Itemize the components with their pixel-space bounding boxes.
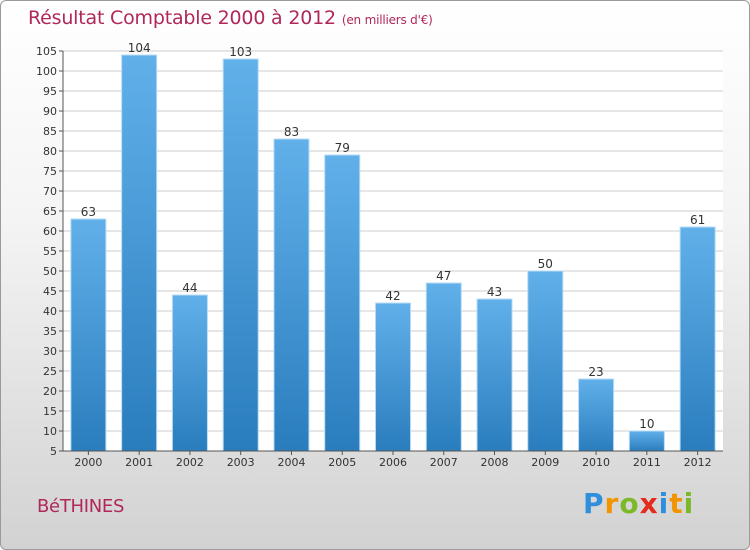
x-tick-label-2007: 2007 — [430, 456, 458, 469]
bar-2006 — [374, 302, 412, 452]
y-tick-label: 50 — [43, 265, 57, 278]
data-label-2012: 61 — [690, 213, 705, 227]
y-tick-label: 45 — [43, 285, 57, 298]
data-label-2002: 44 — [182, 281, 197, 295]
bar-2004 — [273, 138, 310, 452]
commune-name: BéTHINES — [37, 496, 125, 517]
y-tick-label: 105 — [36, 45, 57, 58]
data-label-2001: 104 — [128, 41, 151, 55]
chart-title-text: Résultat Comptable 2000 à 2012 — [28, 7, 336, 29]
bar-2009 — [527, 270, 564, 452]
data-label-2011: 10 — [639, 417, 654, 431]
x-tick-label-2009: 2009 — [531, 456, 559, 469]
x-tick-label-2001: 2001 — [125, 456, 153, 469]
y-tick-label: 30 — [43, 345, 57, 358]
y-tick-label: 25 — [43, 365, 57, 378]
bar-2002 — [171, 294, 208, 452]
x-tick-label-2000: 2000 — [74, 456, 102, 469]
logo-letter: x — [639, 487, 659, 520]
chart-subtitle: (en milliers d'€) — [341, 13, 433, 27]
logo-letter: o — [619, 487, 640, 520]
x-tick-label-2005: 2005 — [328, 456, 356, 469]
y-axis-ticks: 5 10 15 20 25 30 35 40 45 50 55 60 65 70 75 80 85 90 95 100… — [36, 45, 63, 458]
bar-2008 — [476, 298, 513, 452]
y-tick-label: 85 — [43, 125, 57, 138]
data-label-2005: 79 — [335, 141, 350, 155]
y-tick-label: 100 — [36, 65, 57, 78]
bars — [70, 54, 716, 452]
logo-letter: i — [658, 487, 670, 520]
data-labels: 63 104 44 103 83 79 42 47 43 50 23 10 61 — [81, 41, 706, 431]
y-tick-label: 20 — [43, 385, 57, 398]
y-tick-label: 40 — [43, 305, 57, 318]
bar-2005 — [324, 154, 361, 452]
x-axis-ticks: 2000 2001 2002 2003 2004 2005 2006 2007 2008 2009… — [74, 451, 712, 469]
logo-letter: P — [583, 487, 605, 520]
x-tick-label-2010: 2010 — [582, 456, 610, 469]
y-tick-label: 55 — [43, 245, 57, 258]
x-tick-label-2004: 2004 — [277, 456, 305, 469]
data-label-2003: 103 — [229, 45, 252, 59]
y-tick-label: 15 — [43, 405, 57, 418]
y-tick-label: 80 — [43, 145, 57, 158]
y-tick-label: 90 — [43, 105, 57, 118]
bar-2000 — [70, 218, 107, 452]
bar-2012 — [679, 226, 716, 452]
y-tick-label: 35 — [43, 325, 57, 338]
x-tick-label-2008: 2008 — [481, 456, 509, 469]
y-tick-label: 10 — [43, 425, 57, 438]
data-label-2009: 50 — [538, 257, 553, 271]
x-tick-label-2002: 2002 — [176, 456, 204, 469]
x-tick-label-2006: 2006 — [379, 456, 407, 469]
chart-title: Résultat Comptable 2000 à 2012 (en millie… — [28, 7, 433, 29]
logo-letter: i — [683, 487, 695, 520]
x-tick-label-2011: 2011 — [633, 456, 661, 469]
y-tick-label: 60 — [43, 225, 57, 238]
y-tick-label: 95 — [43, 85, 57, 98]
proxiti-logo: Proxiti — [583, 487, 694, 520]
data-label-2004: 83 — [284, 125, 299, 139]
data-label-2010: 23 — [588, 365, 603, 379]
y-tick-label: 75 — [43, 165, 57, 178]
logo-letter: r — [604, 487, 620, 520]
bar-2007 — [425, 282, 462, 452]
bar-2010 — [578, 378, 615, 452]
data-label-2006: 42 — [385, 289, 400, 303]
y-tick-label: 5 — [50, 445, 57, 458]
data-label-2000: 63 — [81, 205, 96, 219]
y-tick-label: 65 — [43, 205, 57, 218]
bar-2001 — [121, 54, 158, 452]
logo-letter: t — [669, 487, 684, 520]
y-tick-label: 70 — [43, 185, 57, 198]
x-tick-label-2003: 2003 — [227, 456, 255, 469]
bar-2011 — [628, 430, 665, 452]
bar-2003 — [222, 58, 259, 452]
data-label-2007: 47 — [436, 269, 451, 283]
data-label-2008: 43 — [487, 285, 502, 299]
x-tick-label-2012: 2012 — [684, 456, 712, 469]
